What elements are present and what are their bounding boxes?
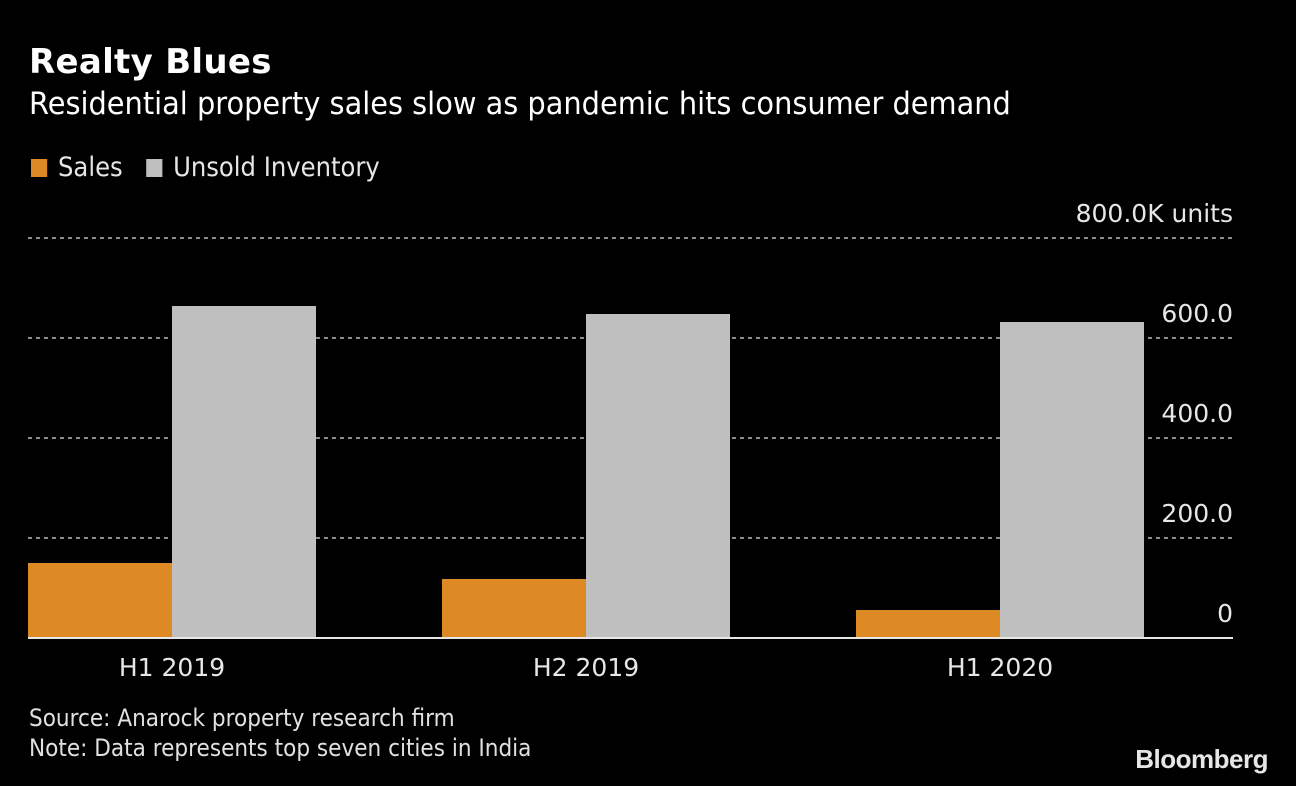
data-note: Note: Data represents top seven cities i… [29, 734, 532, 762]
bar-unsold-inventory-h2-2019 [586, 314, 730, 638]
chart-subtitle: Residential property sales slow as pande… [29, 86, 1011, 122]
bloomberg-logo: Bloomberg [1135, 744, 1268, 774]
y-tick-label-800: 800.0K units [1076, 199, 1233, 228]
legend: Sales Unsold Inventory [31, 152, 403, 183]
y-tick-label-0: 0 [1217, 599, 1233, 628]
y-tick-label-200: 200.0 [1161, 499, 1233, 528]
x-tick-label-h2-2019: H2 2019 [533, 653, 639, 682]
bar-sales-h1-2020 [856, 610, 1000, 638]
bar-unsold-inventory-h1-2020 [1000, 322, 1144, 638]
x-tick-label-h1-2020: H1 2020 [947, 653, 1053, 682]
legend-label-unsold-inventory: Unsold Inventory [173, 152, 380, 183]
legend-item-unsold-inventory: Unsold Inventory [146, 152, 380, 183]
legend-item-sales: Sales [31, 152, 123, 183]
x-tick-label-h1-2019: H1 2019 [119, 653, 225, 682]
bar-sales-h2-2019 [442, 579, 586, 638]
legend-label-sales: Sales [58, 152, 123, 183]
y-tick-label-600: 600.0 [1161, 299, 1233, 328]
legend-swatch-sales [31, 158, 48, 177]
legend-swatch-unsold-inventory [146, 158, 163, 177]
bar-sales-h1-2019 [28, 563, 172, 638]
chart-title: Realty Blues [29, 42, 272, 82]
source-note: Source: Anarock property research firm [29, 704, 455, 732]
bar-unsold-inventory-h1-2019 [172, 306, 316, 638]
y-tick-label-400: 400.0 [1161, 399, 1233, 428]
